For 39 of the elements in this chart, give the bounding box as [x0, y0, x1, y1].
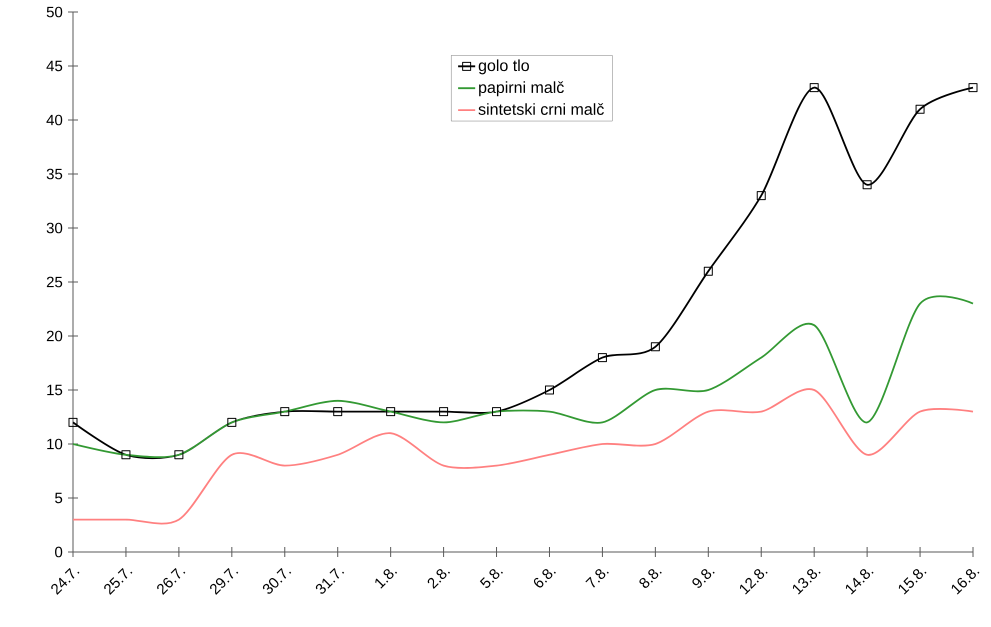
point	[756, 191, 766, 200]
point	[598, 353, 607, 362]
point	[174, 450, 184, 460]
point	[810, 83, 819, 92]
y-tick-label: 20	[46, 330, 62, 342]
point	[121, 450, 130, 460]
x-tick-label: 9.8.	[692, 569, 715, 588]
y-tick-label: 30	[46, 222, 62, 234]
legend-label: papirni malč	[479, 81, 564, 96]
y-tick-label: 45	[46, 60, 62, 72]
point	[386, 407, 396, 416]
y-tick-label: 10	[47, 438, 62, 450]
x-tick-label: 5.8.	[480, 569, 503, 588]
point	[544, 386, 554, 394]
point	[650, 342, 660, 352]
y-tick-label: 0	[55, 546, 62, 558]
point	[68, 418, 78, 427]
point	[916, 104, 925, 114]
y-tick-label: 5	[55, 492, 62, 504]
x-tick-label: 2.8.	[428, 569, 450, 589]
x-tick-label: 7.8.	[585, 569, 609, 588]
point	[439, 407, 448, 416]
point	[862, 180, 872, 190]
y-tick-label: 25	[46, 276, 62, 288]
legend-label: sintetski crni malč	[478, 103, 604, 115]
legend-label: golo tlo	[478, 59, 529, 74]
y-tick-label: 15	[47, 384, 62, 396]
point	[227, 418, 236, 427]
x-tick-label: 1.8.	[375, 569, 398, 589]
point	[704, 266, 713, 276]
point	[280, 407, 290, 416]
x-tick-label: 8.8.	[639, 569, 662, 588]
y-tick-label: 35	[46, 168, 62, 180]
point	[333, 407, 342, 416]
point	[492, 407, 502, 416]
x-tick-label: 6.8.	[534, 569, 556, 588]
y-tick-label: 50	[46, 6, 62, 18]
point	[968, 83, 978, 92]
y-tick-label: 40	[46, 114, 62, 126]
